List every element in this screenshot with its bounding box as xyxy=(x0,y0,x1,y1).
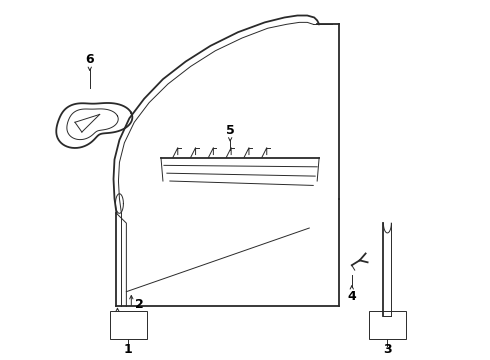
Text: 5: 5 xyxy=(226,123,235,136)
Text: 3: 3 xyxy=(383,343,392,356)
Text: 2: 2 xyxy=(135,298,144,311)
Text: 4: 4 xyxy=(347,290,356,303)
Bar xyxy=(110,311,147,339)
Text: 1: 1 xyxy=(124,343,133,356)
Bar xyxy=(368,311,406,339)
Text: 6: 6 xyxy=(85,53,94,66)
